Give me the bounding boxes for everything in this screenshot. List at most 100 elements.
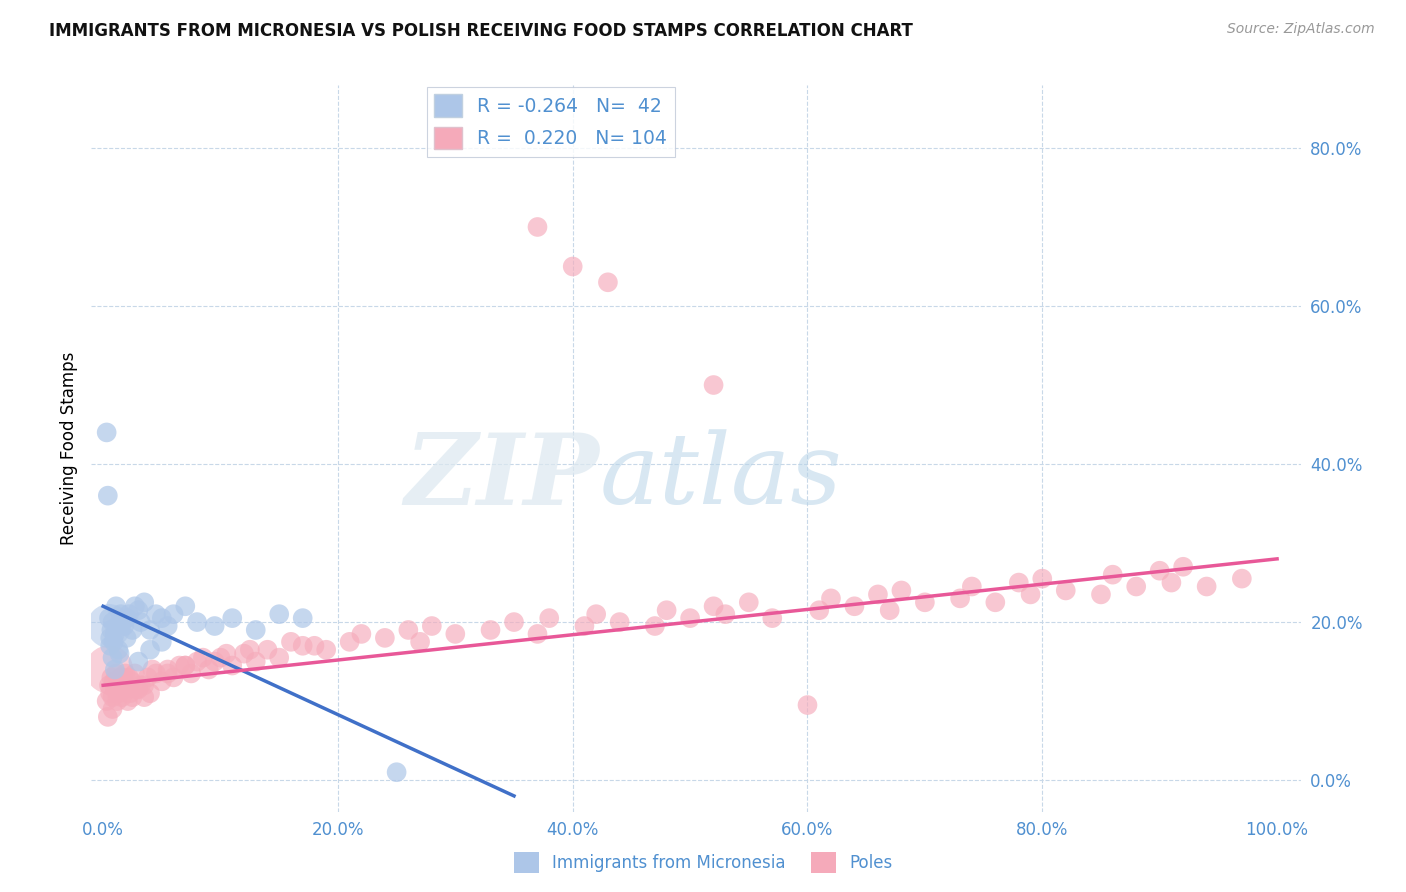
Point bbox=[103, 635, 125, 649]
Point bbox=[526, 219, 548, 234]
Y-axis label: Receiving Food Stamps: Receiving Food Stamps bbox=[59, 351, 77, 545]
Point bbox=[269, 607, 291, 622]
Point bbox=[101, 690, 124, 705]
Point bbox=[269, 650, 291, 665]
Point bbox=[105, 599, 128, 614]
Point bbox=[156, 666, 179, 681]
Point bbox=[108, 647, 131, 661]
Point bbox=[574, 619, 596, 633]
Point bbox=[396, 623, 419, 637]
Point bbox=[127, 682, 149, 697]
Point bbox=[110, 670, 132, 684]
Point bbox=[703, 599, 725, 614]
Point bbox=[350, 627, 373, 641]
Point bbox=[585, 607, 607, 622]
Point bbox=[124, 599, 146, 614]
Point bbox=[291, 639, 314, 653]
Point bbox=[100, 670, 122, 684]
Point bbox=[105, 666, 128, 681]
Text: ZIP: ZIP bbox=[405, 429, 599, 525]
Point bbox=[204, 619, 226, 633]
Point bbox=[561, 260, 583, 274]
Point bbox=[1173, 559, 1195, 574]
Point bbox=[97, 710, 120, 724]
Point bbox=[104, 627, 127, 641]
Point bbox=[1195, 580, 1218, 594]
Point bbox=[105, 694, 128, 708]
Point bbox=[174, 658, 197, 673]
Point bbox=[145, 607, 167, 622]
Point bbox=[1008, 575, 1031, 590]
Point bbox=[204, 655, 226, 669]
Point bbox=[97, 489, 120, 503]
Point bbox=[98, 631, 121, 645]
Point bbox=[127, 655, 149, 669]
Point bbox=[115, 631, 138, 645]
Point bbox=[239, 642, 262, 657]
Point bbox=[191, 650, 214, 665]
Point bbox=[866, 587, 889, 601]
Point bbox=[280, 635, 302, 649]
Point bbox=[120, 686, 142, 700]
Point bbox=[1101, 567, 1123, 582]
Point bbox=[503, 615, 526, 629]
Point bbox=[444, 627, 467, 641]
Point bbox=[125, 682, 148, 697]
Point bbox=[114, 666, 136, 681]
Point bbox=[98, 611, 121, 625]
Point bbox=[139, 642, 162, 657]
Point bbox=[105, 619, 128, 633]
Point bbox=[121, 690, 143, 705]
Point bbox=[104, 682, 127, 697]
Point bbox=[96, 425, 118, 440]
Point bbox=[110, 607, 132, 622]
Point bbox=[304, 639, 326, 653]
Text: atlas: atlas bbox=[599, 430, 842, 525]
Point bbox=[156, 619, 179, 633]
Legend: Immigrants from Micronesia, Poles: Immigrants from Micronesia, Poles bbox=[508, 846, 898, 880]
Point bbox=[245, 623, 267, 637]
Point bbox=[374, 631, 396, 645]
Point bbox=[107, 678, 129, 692]
Point bbox=[655, 603, 678, 617]
Point bbox=[111, 690, 134, 705]
Point bbox=[104, 663, 127, 677]
Point bbox=[98, 619, 121, 633]
Point bbox=[385, 765, 408, 780]
Point bbox=[115, 678, 138, 692]
Point bbox=[186, 655, 208, 669]
Point bbox=[197, 663, 219, 677]
Point bbox=[101, 615, 124, 629]
Point bbox=[1019, 587, 1042, 601]
Point bbox=[150, 635, 173, 649]
Point bbox=[209, 650, 232, 665]
Point bbox=[1125, 580, 1147, 594]
Point bbox=[107, 642, 129, 657]
Point bbox=[111, 615, 134, 629]
Point bbox=[479, 623, 502, 637]
Point bbox=[174, 599, 197, 614]
Point bbox=[115, 611, 138, 625]
Point bbox=[703, 378, 725, 392]
Point bbox=[141, 663, 163, 677]
Point bbox=[98, 678, 121, 692]
Point bbox=[139, 686, 162, 700]
Text: IMMIGRANTS FROM MICRONESIA VS POLISH RECEIVING FOOD STAMPS CORRELATION CHART: IMMIGRANTS FROM MICRONESIA VS POLISH REC… bbox=[49, 22, 912, 40]
Point bbox=[538, 611, 561, 625]
Point bbox=[96, 694, 118, 708]
Point bbox=[98, 639, 121, 653]
Point bbox=[526, 627, 548, 641]
Point bbox=[291, 611, 314, 625]
Point bbox=[984, 595, 1007, 609]
Point bbox=[1160, 575, 1182, 590]
Point bbox=[127, 603, 149, 617]
Point bbox=[1230, 572, 1253, 586]
Point bbox=[100, 623, 122, 637]
Point bbox=[156, 663, 179, 677]
Point bbox=[169, 658, 191, 673]
Point bbox=[121, 623, 143, 637]
Point bbox=[134, 678, 156, 692]
Point bbox=[644, 619, 666, 633]
Point bbox=[174, 658, 197, 673]
Point bbox=[118, 670, 141, 684]
